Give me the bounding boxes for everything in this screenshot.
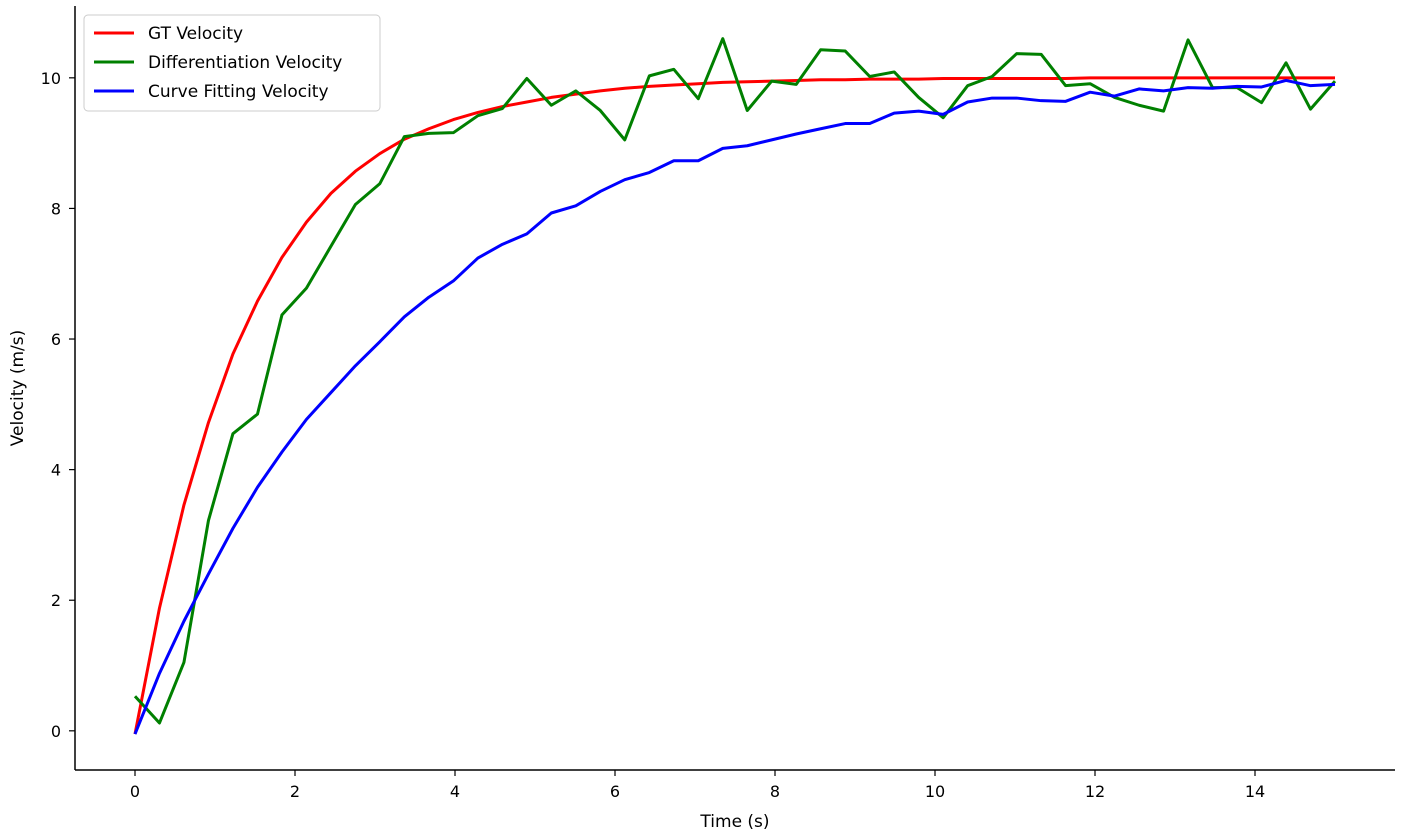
legend-label: Curve Fitting Velocity (148, 82, 329, 102)
x-tick-label: 8 (770, 782, 780, 801)
x-tick-label: 10 (925, 782, 945, 801)
series-line-1 (133, 76, 1335, 735)
y-tick-label: 8 (51, 199, 61, 218)
x-tick-label: 0 (130, 782, 140, 801)
y-tick-label: 4 (51, 461, 61, 480)
x-tick-label: 12 (1085, 782, 1105, 801)
axes (74, 6, 1395, 771)
y-axis-ticks: 0 2 4 6 8 10 (41, 69, 75, 741)
y-tick-label: 2 (51, 591, 61, 610)
series-line-2 (133, 37, 1337, 725)
y-tick-label: 10 (41, 69, 61, 88)
y-axis-label: Velocity (m/s) (8, 330, 28, 447)
x-tick-label: 14 (1245, 782, 1265, 801)
legend: GT Velocity Differentiation Velocity Curve… (83, 14, 381, 112)
y-tick-label: 6 (51, 330, 61, 349)
plot-series (133, 37, 1337, 735)
x-axis-label: Time (s) (699, 812, 769, 832)
x-axis-ticks: 0 2 4 6 8 10 12 14 (130, 770, 1265, 801)
legend-label: GT Velocity (148, 24, 243, 44)
x-tick-label: 4 (450, 782, 460, 801)
legend-label: Differentiation Velocity (148, 53, 342, 73)
x-tick-label: 2 (290, 782, 300, 801)
x-tick-label: 6 (610, 782, 620, 801)
series-line-3 (133, 78, 1336, 735)
y-tick-label: 0 (51, 722, 61, 741)
legend-box (83, 14, 381, 112)
